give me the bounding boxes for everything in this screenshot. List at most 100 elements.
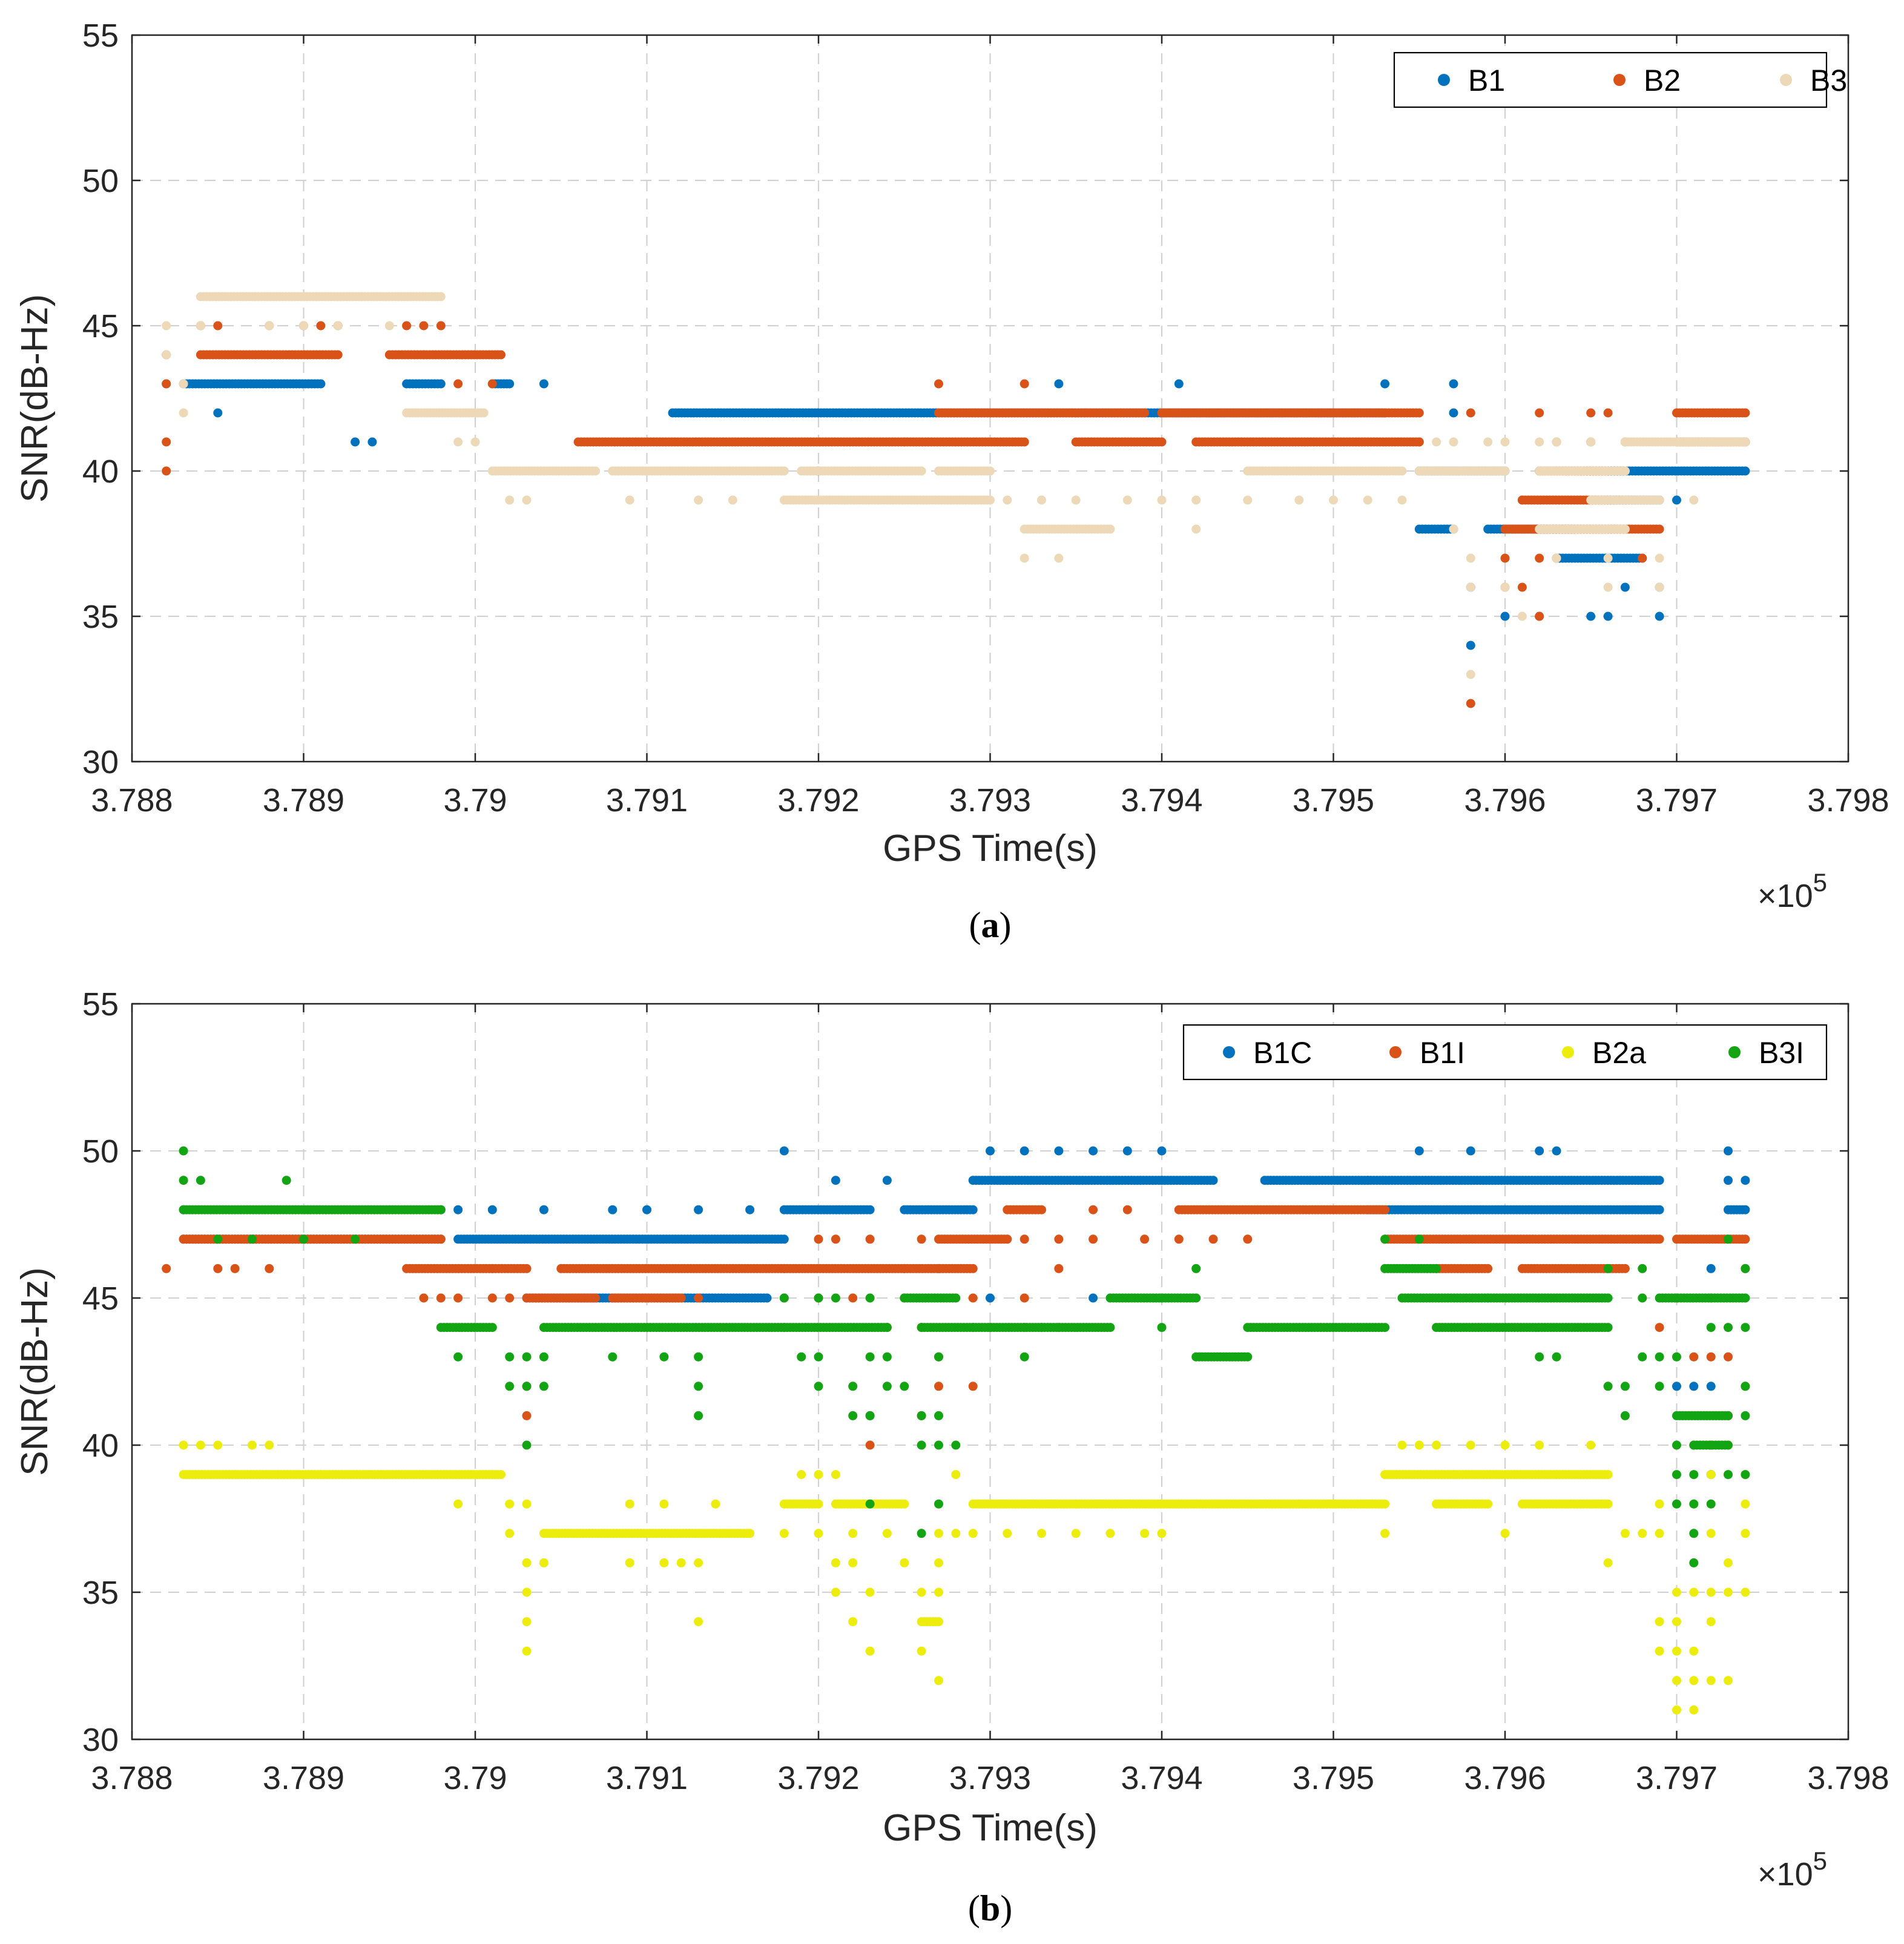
data-point-B3I [1552, 1352, 1561, 1362]
data-point-B1C [865, 1205, 875, 1214]
data-point-B3 [1191, 495, 1201, 505]
data-point-B2a [951, 1529, 961, 1538]
data-point-B3 [299, 321, 308, 331]
data-point-B1I [934, 1382, 943, 1391]
data-point-B1I [1020, 1293, 1029, 1303]
data-point-B3I [1724, 1234, 1733, 1244]
data-point-B2a [779, 1529, 789, 1538]
data-point-B2a [934, 1558, 943, 1567]
data-point-B2a [522, 1617, 532, 1627]
legend: B1C B1I B2a B3I [1182, 1024, 1828, 1081]
data-point-B1C [453, 1205, 463, 1214]
data-point-B2 [1638, 553, 1647, 563]
data-point-B3 [1191, 524, 1201, 534]
data-point-B2a [1689, 1587, 1699, 1597]
data-point-B3I [848, 1382, 858, 1391]
data-point-B1I [453, 1293, 463, 1303]
data-point-B3I [1535, 1352, 1544, 1362]
data-point-B1I [436, 1234, 446, 1244]
data-point-B2a [1672, 1617, 1681, 1627]
data-point-B2a [831, 1587, 840, 1597]
data-point-B3 [728, 495, 737, 505]
data-point-B3I [608, 1352, 618, 1362]
data-point-B3 [1620, 466, 1630, 476]
data-point-B2 [436, 321, 446, 331]
data-point-B2 [1535, 408, 1544, 418]
data-point-B3 [1397, 466, 1407, 476]
data-point-B3 [1500, 582, 1510, 592]
data-point-B3 [1294, 495, 1304, 505]
data-point-B3 [179, 379, 188, 389]
data-point-B1I [213, 1264, 223, 1273]
data-point-B1C [1089, 1293, 1098, 1303]
data-point-B2a [1655, 1617, 1664, 1627]
data-point-B2 [496, 350, 506, 360]
data-point-B3 [917, 466, 926, 476]
caption-open: ( [969, 905, 981, 945]
data-point-B3I [1243, 1352, 1253, 1362]
data-point-B2a [1672, 1646, 1681, 1656]
data-point-B2a [848, 1617, 858, 1627]
data-point-B3I [1706, 1499, 1716, 1509]
y-tick-label: 55 [82, 18, 119, 54]
data-point-B3I [1380, 1234, 1390, 1244]
data-point-B2a [1741, 1587, 1750, 1597]
data-point-B2a [522, 1499, 532, 1509]
legend-marker-B1C [1223, 1046, 1235, 1058]
y-tick-label: 30 [82, 1722, 119, 1758]
data-point-B3I [934, 1352, 943, 1362]
data-point-B1I [1689, 1352, 1699, 1362]
data-point-B1I [968, 1293, 978, 1303]
data-point-B2a [265, 1440, 274, 1450]
data-point-B1C [986, 1293, 995, 1303]
data-point-B3I [1620, 1411, 1630, 1420]
data-point-B1I [1243, 1234, 1253, 1244]
data-point-B1C [1741, 1205, 1750, 1214]
data-point-B1I [1054, 1264, 1064, 1273]
data-point-B3I [1706, 1323, 1716, 1333]
data-point-B1C [1655, 1176, 1664, 1185]
data-point-B1I [968, 1382, 978, 1391]
data-point-B1C [1724, 1176, 1733, 1185]
data-point-B2a [1724, 1587, 1733, 1597]
data-point-B1I [1174, 1234, 1184, 1244]
data-point-B2a [1397, 1440, 1407, 1450]
data-point-B1I [1140, 1234, 1150, 1244]
data-point-B2 [487, 379, 497, 389]
data-point-B3 [1517, 611, 1527, 621]
data-point-B3I [1414, 1234, 1424, 1244]
data-point-B1I [848, 1293, 858, 1303]
x-axis-label: GPS Time(s) [883, 828, 1098, 869]
data-point-B2a [522, 1558, 532, 1567]
series-B3 [162, 292, 1750, 679]
data-point-B2 [1414, 437, 1424, 447]
data-point-B2a [1724, 1558, 1733, 1567]
data-point-B2a [496, 1470, 506, 1480]
x-tick-label: 3.797 [1636, 1760, 1718, 1796]
data-point-B1C [1208, 1176, 1218, 1185]
data-point-B3I [522, 1440, 532, 1450]
data-point-B2a [882, 1529, 892, 1538]
data-point-B1C [642, 1205, 651, 1214]
data-point-B1 [1054, 379, 1064, 389]
data-point-B3I [865, 1293, 875, 1303]
data-point-B3I [917, 1440, 926, 1450]
data-point-B2a [1689, 1646, 1699, 1656]
data-point-B3 [522, 495, 532, 505]
data-point-B3 [1741, 437, 1750, 447]
legend-label-B2a: B2a [1592, 1036, 1646, 1070]
caption-letter: b [980, 1888, 1000, 1928]
data-point-B3 [1449, 437, 1458, 447]
data-point-B1C [1724, 1146, 1733, 1156]
data-point-B3I [1191, 1293, 1201, 1303]
data-point-B3I [1689, 1529, 1699, 1538]
data-point-B3I [505, 1352, 515, 1362]
data-point-B3 [986, 466, 995, 476]
data-point-B2 [333, 350, 343, 360]
data-point-B3I [951, 1440, 961, 1450]
data-point-B3I [1620, 1382, 1630, 1391]
x-tick-label: 3.794 [1121, 782, 1202, 819]
data-point-B2a [522, 1587, 532, 1597]
data-point-B2a [1620, 1529, 1630, 1538]
